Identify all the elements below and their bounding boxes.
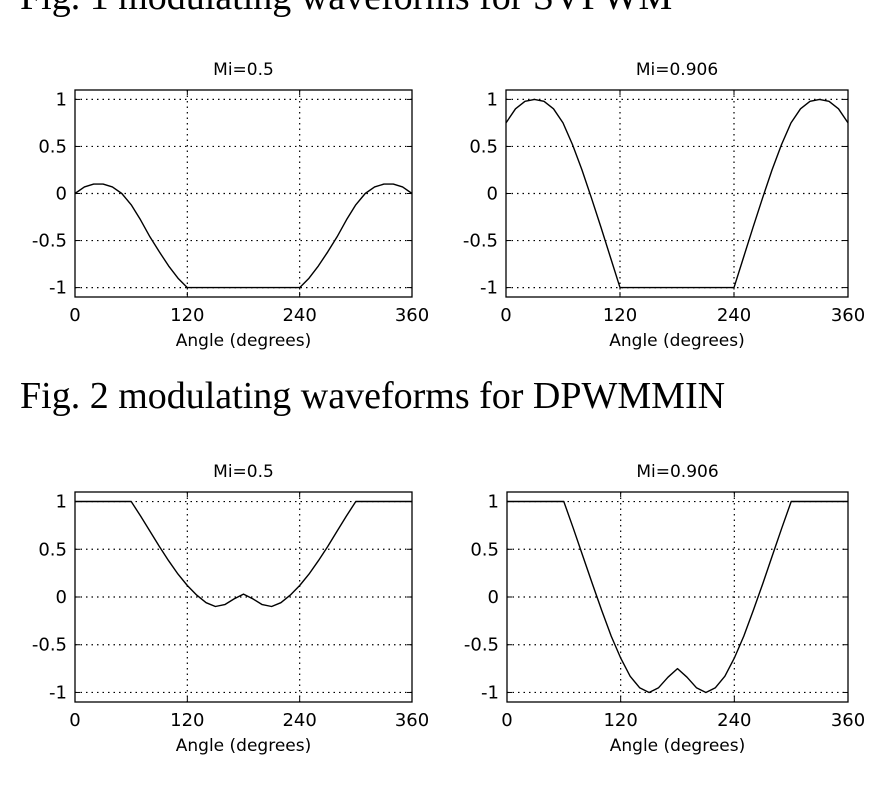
x-axis-label: Angle (degrees) — [176, 331, 311, 351]
x-tick-label: 240 — [717, 710, 751, 731]
series-line — [507, 500, 848, 694]
y-tick-label: -1 — [49, 682, 67, 703]
x-tick-label: 0 — [69, 305, 80, 326]
figure-2-caption: Fig. 2 modulating waveforms for DPWMMIN — [20, 375, 726, 417]
y-tick-label: 1 — [56, 89, 67, 110]
x-tick-label: 0 — [501, 710, 512, 731]
chart-title: Mi=0.5 — [213, 60, 274, 80]
x-tick-label: 0 — [500, 305, 511, 326]
x-tick-label: 360 — [395, 305, 429, 326]
y-tick-label: 0 — [56, 184, 67, 205]
y-tick-label: -0.5 — [463, 231, 498, 252]
x-tick-label: 240 — [282, 305, 316, 326]
y-tick-label: 0.5 — [38, 539, 67, 560]
y-tick-label: -0.5 — [32, 635, 67, 656]
y-tick-label: 0.5 — [470, 539, 499, 560]
x-tick-label: 360 — [831, 710, 865, 731]
x-tick-label: 120 — [170, 710, 204, 731]
y-tick-label: 0 — [487, 184, 498, 205]
y-tick-label: -0.5 — [464, 635, 499, 656]
x-tick-label: 120 — [170, 305, 204, 326]
y-tick-label: 0 — [488, 587, 499, 608]
x-axis-label: Angle (degrees) — [176, 736, 311, 756]
x-axis-label: Angle (degrees) — [609, 331, 744, 351]
series-line — [74, 183, 413, 289]
y-tick-label: 1 — [488, 492, 499, 513]
x-tick-label: 360 — [831, 305, 865, 326]
y-tick-label: 1 — [56, 492, 67, 513]
chart-title: Mi=0.906 — [636, 60, 718, 80]
series-line — [75, 500, 412, 608]
y-tick-label: -1 — [49, 278, 67, 299]
y-tick-label: 0.5 — [38, 136, 67, 157]
x-axis-label: Angle (degrees) — [610, 736, 745, 756]
x-tick-label: 120 — [603, 710, 637, 731]
y-tick-label: -1 — [481, 682, 499, 703]
series-line — [505, 98, 849, 289]
x-tick-label: 240 — [717, 305, 751, 326]
y-tick-label: 1 — [487, 89, 498, 110]
y-tick-label: -0.5 — [32, 231, 67, 252]
figure-1-caption: Fig. 1 modulating waveforms for SVPWM — [20, 0, 672, 16]
x-tick-label: 240 — [282, 710, 316, 731]
x-tick-label: 120 — [603, 305, 637, 326]
y-tick-label: -1 — [480, 278, 498, 299]
y-tick-label: 0.5 — [469, 136, 498, 157]
y-tick-label: 0 — [56, 587, 67, 608]
x-tick-label: 0 — [69, 710, 80, 731]
x-tick-label: 360 — [395, 710, 429, 731]
chart-title: Mi=0.906 — [636, 462, 718, 482]
chart-title: Mi=0.5 — [213, 462, 274, 482]
